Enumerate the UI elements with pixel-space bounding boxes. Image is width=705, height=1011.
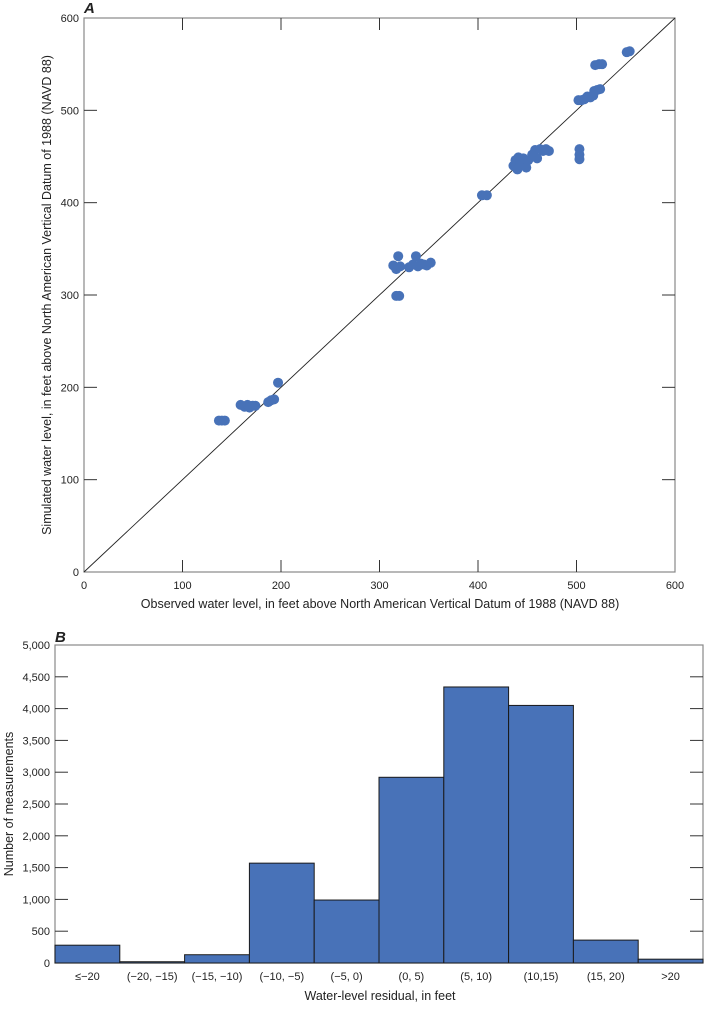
y-tick-label: 400: [61, 198, 79, 210]
scatter-plot-panel-a: A 0 100 200 300 400 500 600 0 100 200 300 400 500 600…: [40, 0, 684, 611]
data-point: [624, 46, 635, 57]
histogram-bar: [184, 954, 250, 964]
y-tick-label: 5,000: [22, 640, 50, 652]
y-axis-label-a: Simulated water level, in feet above Nor…: [40, 55, 54, 535]
x-axis-label-a: Observed water level, in feet above Nort…: [141, 597, 619, 611]
category-label: ≤−20: [75, 971, 100, 983]
y-tick-label: 4,500: [22, 672, 50, 684]
histogram-bar: [443, 686, 510, 964]
category-label: >20: [661, 971, 680, 983]
x-tick-label: 0: [81, 580, 87, 592]
one-to-one-line: [83, 17, 676, 573]
histogram-bar: [119, 961, 186, 964]
data-point: [481, 190, 492, 201]
data-point: [597, 59, 608, 70]
histogram-bar: [508, 704, 574, 964]
y-tick-label: 500: [32, 926, 50, 938]
y-tick-label: 3,000: [22, 767, 50, 779]
histogram-bar: [54, 944, 121, 964]
data-point: [394, 290, 405, 301]
histogram-bar: [572, 939, 639, 964]
y-tick-label: 0: [44, 958, 50, 970]
data-point: [595, 84, 606, 95]
y-tick-label: 1,000: [22, 894, 50, 906]
data-point: [410, 251, 421, 262]
category-label: (10,15): [524, 971, 559, 983]
y-tick-label: 2,000: [22, 831, 50, 843]
data-point: [532, 153, 543, 164]
x-tick-label: 300: [370, 580, 388, 592]
y-tick-label: 100: [61, 475, 79, 487]
y-tick-label: 0: [73, 567, 79, 579]
data-point: [574, 154, 585, 165]
histogram-bar: [378, 776, 445, 964]
y-tick-label: 600: [61, 13, 79, 25]
histogram-bars: [54, 686, 704, 964]
x-tick-label: 100: [173, 580, 191, 592]
y-tick-label: 200: [61, 382, 79, 394]
y-tick-label: 3,500: [22, 735, 50, 747]
y-tick-label: 500: [61, 105, 79, 117]
data-point: [269, 394, 280, 405]
category-label: (−10, −5): [259, 971, 304, 983]
panel-b-label: B: [55, 629, 66, 646]
y-tick-label: 2,500: [22, 799, 50, 811]
histogram-bar: [248, 862, 315, 964]
category-label: (−20, −15): [127, 971, 178, 983]
category-label: (−5, 0): [331, 971, 363, 983]
category-labels: ≤−20 (−20, −15) (−15, −10) (−10, −5) (−5, 0)…: [75, 971, 680, 983]
y-tick-label: 4,000: [22, 704, 50, 716]
category-label: (5, 10): [460, 971, 492, 983]
histogram-bar: [313, 899, 380, 964]
axis-ticks-a: 0 100 200 300 400 500 600 0 100 200 300 400 500 600: [61, 13, 685, 592]
category-label: (−15, −10): [192, 971, 243, 983]
x-tick-label: 500: [567, 580, 585, 592]
x-axis-label-b: Water-level residual, in feet: [305, 989, 457, 1003]
y-axis-label-b: Number of measurements: [2, 732, 16, 877]
axis-ticks-b: 0 500 1,000 1,500 2,000 2,500 3,000 3,500 4,000 4…: [22, 640, 703, 970]
data-point: [395, 261, 406, 272]
data-point: [219, 415, 230, 426]
histogram-bar: [637, 958, 704, 964]
data-point: [393, 251, 404, 262]
panel-a-label: A: [83, 0, 95, 17]
data-point: [425, 257, 436, 268]
category-label: (15, 20): [587, 971, 625, 983]
x-tick-label: 400: [469, 580, 487, 592]
y-tick-label: 1,500: [22, 863, 50, 875]
y-tick-label: 300: [61, 290, 79, 302]
category-label: (0, 5): [399, 971, 425, 983]
x-tick-label: 600: [666, 580, 684, 592]
data-point: [273, 377, 284, 388]
histogram-panel-b: B 0 500 1,000 1,500 2,000 2,500 3,000 3,500 4,00…: [2, 629, 704, 1003]
data-point: [543, 145, 554, 156]
data-points: [213, 46, 635, 426]
x-tick-label: 200: [272, 580, 290, 592]
data-point: [250, 400, 261, 411]
